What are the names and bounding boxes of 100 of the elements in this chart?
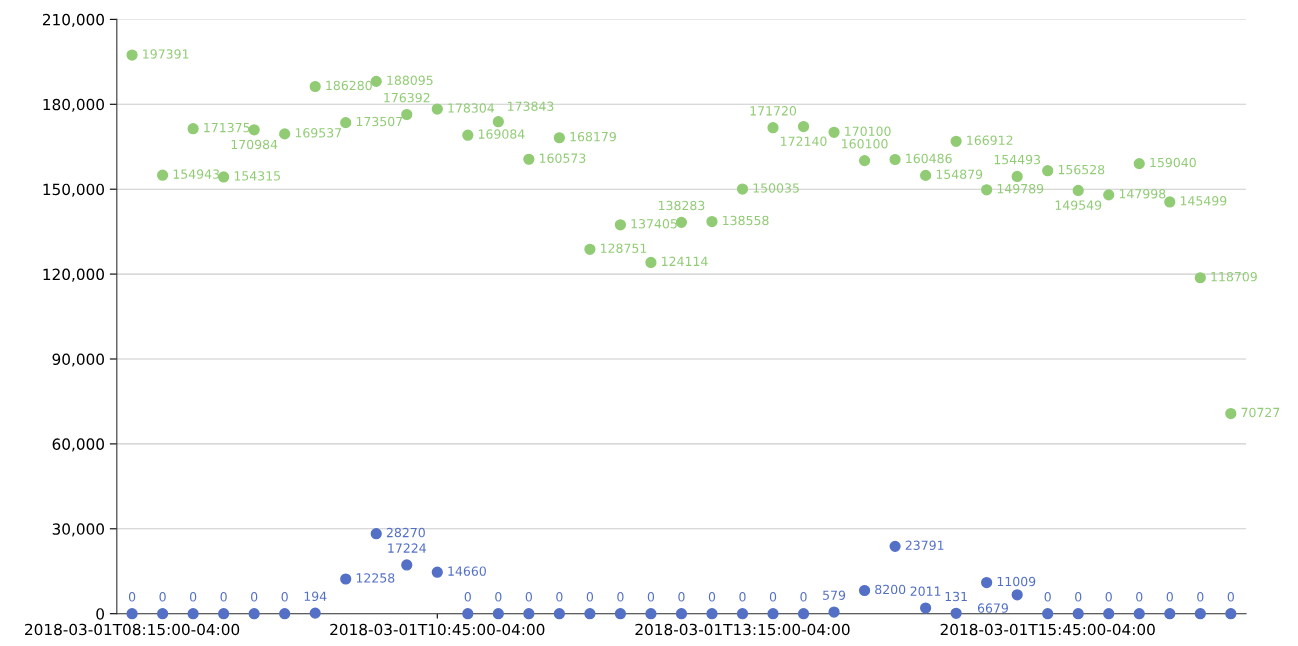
data-label: 154879: [936, 169, 983, 179]
data-label: 0: [800, 592, 807, 602]
data-label: 138283: [658, 200, 705, 211]
data-label: 11009: [997, 576, 1036, 587]
point: [1194, 272, 1206, 284]
data-label: 0: [769, 592, 777, 602]
data-label: 8200: [875, 584, 906, 595]
data-label: 0: [1227, 592, 1234, 602]
point: [523, 608, 535, 620]
point: [248, 124, 260, 136]
data-label: 0: [739, 592, 746, 602]
point: [126, 608, 138, 620]
x-tick-label: 2018-03-01T08:15:00-04:00: [25, 623, 240, 636]
point: [1042, 165, 1054, 177]
point: [492, 608, 504, 620]
point: [1011, 589, 1023, 601]
point: [370, 75, 382, 87]
data-label: 150035: [753, 183, 799, 193]
data-label: 70727: [1241, 407, 1280, 418]
point: [645, 608, 657, 620]
x-tick-label: 2018-03-01T10:45:00-04:00: [330, 623, 545, 636]
point: [401, 559, 413, 571]
point: [1133, 157, 1145, 170]
point: [187, 608, 199, 620]
data-label: 169084: [478, 129, 525, 139]
data-label: 14660: [448, 566, 486, 576]
point: [279, 608, 291, 620]
point: [1225, 407, 1237, 420]
data-label: 149789: [997, 183, 1044, 194]
point: [1072, 184, 1084, 197]
data-label: 0: [281, 592, 288, 602]
data-label: 194: [304, 591, 327, 602]
data-label: 0: [678, 592, 685, 602]
data-label: 2011: [910, 586, 941, 596]
data-label: 0: [647, 592, 655, 602]
y-tick-label: 0: [96, 608, 104, 620]
point: [523, 153, 535, 165]
point: [889, 540, 901, 552]
point: [1072, 608, 1084, 620]
point: [431, 566, 443, 578]
point: [797, 120, 810, 133]
point: [767, 122, 779, 134]
point: [614, 608, 627, 620]
point: [156, 169, 169, 181]
data-label: 149549: [1055, 200, 1102, 210]
data-label: 176392: [384, 92, 430, 103]
data-label: 186280: [326, 80, 372, 91]
data-label: 28270: [386, 527, 425, 538]
data-label: 0: [128, 592, 136, 602]
data-label: 171375: [204, 122, 250, 133]
point: [1164, 608, 1176, 620]
point: [706, 608, 718, 620]
data-label: 160486: [906, 153, 952, 164]
point: [614, 219, 627, 231]
point: [858, 154, 871, 167]
point: [920, 602, 932, 614]
point: [553, 132, 565, 144]
point: [370, 528, 382, 540]
data-label: 156528: [1058, 164, 1105, 175]
data-label: 131: [945, 591, 967, 602]
point: [462, 608, 474, 620]
point: [431, 103, 443, 115]
x-tick-label: 2018-03-01T15:45:00-04:00: [940, 623, 1155, 636]
data-label: 124114: [662, 256, 708, 266]
data-label: 128751: [600, 243, 647, 253]
point: [1103, 189, 1115, 201]
point: [1103, 608, 1115, 620]
point: [828, 126, 840, 138]
point: [950, 135, 962, 147]
data-label: 23791: [905, 540, 944, 550]
data-label: 0: [220, 592, 227, 602]
point: [797, 608, 810, 620]
point: [675, 608, 688, 620]
data-label: 6679: [977, 603, 1008, 613]
y-tick-label: 150,000: [43, 183, 104, 197]
point: [736, 608, 749, 620]
data-label: 0: [495, 592, 502, 602]
y-tick-label: 210,000: [42, 13, 104, 27]
point: [828, 606, 840, 618]
data-label: 154493: [994, 154, 1041, 165]
data-label: 0: [189, 592, 197, 602]
point: [340, 117, 352, 129]
point: [981, 184, 993, 196]
y-tick-label: 120,000: [43, 268, 104, 282]
point: [584, 608, 596, 620]
y-tick-label: 180,000: [43, 98, 104, 112]
data-label: 173507: [356, 116, 403, 127]
data-label: 159040: [1150, 157, 1196, 168]
point: [1225, 608, 1237, 620]
data-label: 0: [617, 592, 624, 602]
point: [736, 183, 749, 195]
data-label: 160573: [539, 153, 586, 163]
data-label: 579: [823, 590, 846, 600]
data-label: 0: [556, 592, 563, 602]
point: [706, 215, 718, 228]
data-label: 0: [1166, 592, 1173, 602]
point: [920, 169, 932, 181]
point: [553, 608, 565, 620]
point: [858, 584, 871, 597]
point: [767, 608, 779, 620]
